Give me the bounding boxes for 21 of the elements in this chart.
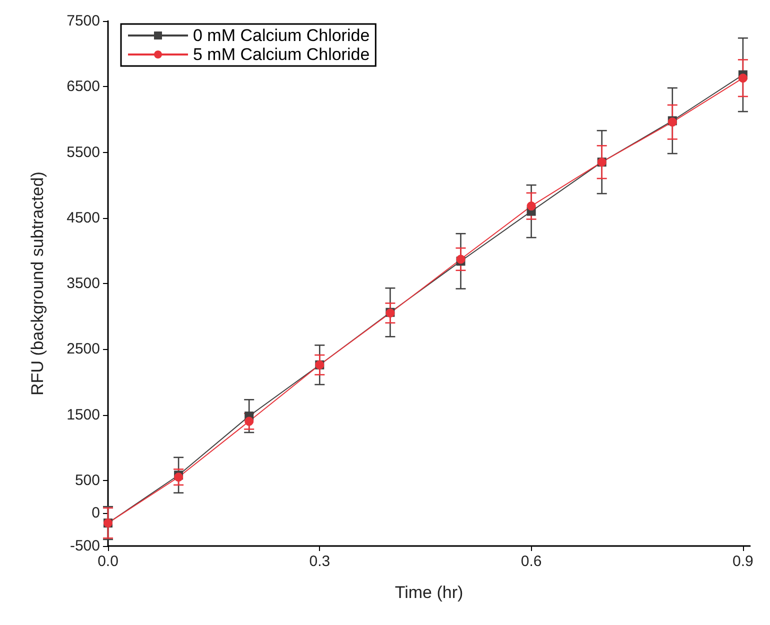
x-tick-label: 0.9 — [732, 553, 754, 570]
y-tick-label: 0 — [92, 504, 100, 522]
point — [244, 416, 254, 426]
legend-label: 0 mM Calcium Chloride — [193, 26, 370, 45]
legend-label: 5 mM Calcium Chloride — [193, 45, 370, 64]
x-axis-title: Time (hr) — [394, 583, 464, 602]
x-tick-label: 0.3 — [309, 553, 330, 570]
y-tick-label: 3500 — [66, 275, 100, 292]
y-tick-label: 1500 — [66, 406, 100, 424]
y-tick-label: 7500 — [66, 12, 100, 30]
y-tick-label: 2500 — [66, 340, 100, 358]
y-tick-label: -500 — [70, 538, 100, 554]
point — [738, 74, 748, 83]
y-tick-label: 500 — [74, 472, 100, 489]
y-tick-label: 6500 — [66, 78, 100, 96]
y-tick-label: 5500 — [66, 144, 100, 161]
y-axis-title: RFU (background subtracted) — [28, 172, 47, 396]
x-tick-label: 0.6 — [520, 553, 542, 570]
point — [526, 202, 536, 211]
x-tick-label: 0.0 — [98, 553, 118, 570]
y-tick-label: 4500 — [66, 209, 100, 226]
